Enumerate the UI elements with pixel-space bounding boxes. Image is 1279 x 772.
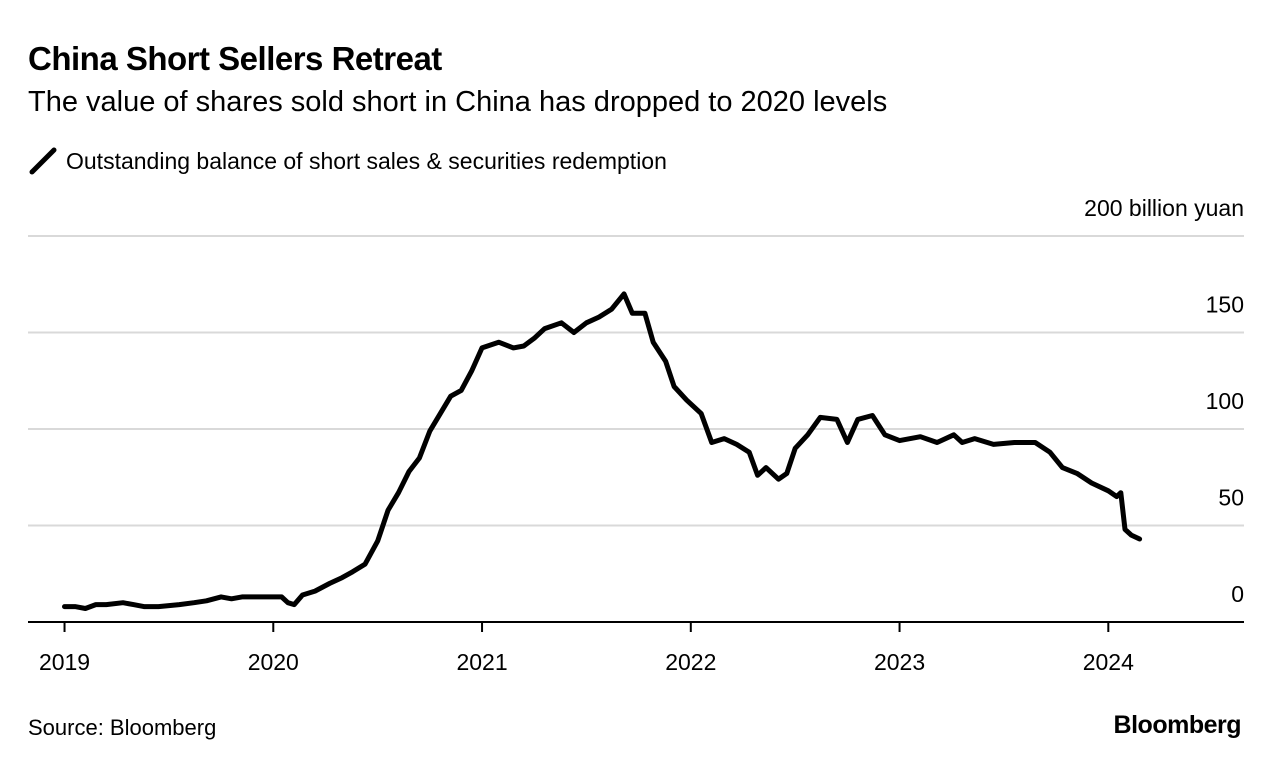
- source-note: Source: Bloomberg: [28, 715, 217, 740]
- legend-line-icon: [29, 147, 57, 175]
- chart-subtitle: The value of shares sold short in China …: [28, 86, 888, 118]
- bloomberg-logo: Bloomberg: [1113, 711, 1242, 739]
- x-tick-label-2021: 2021: [456, 649, 507, 675]
- y-tick-label-150: 150: [1206, 292, 1244, 318]
- x-tick-label-2024: 2024: [1083, 649, 1134, 675]
- y-tick-label-200: 200 billion yuan: [1084, 195, 1244, 221]
- legend: Outstanding balance of short sales & sec…: [28, 146, 667, 176]
- legend-label: Outstanding balance of short sales & sec…: [66, 147, 667, 174]
- y-tick-label-50: 50: [1218, 485, 1244, 511]
- series-line-0: [62, 291, 1143, 611]
- y-tick-label-100: 100: [1206, 388, 1244, 414]
- x-tick-label-2023: 2023: [874, 649, 925, 675]
- x-tick-label-2020: 2020: [248, 649, 299, 675]
- x-tick-label-2022: 2022: [665, 649, 716, 675]
- y-tick-label-0: 0: [1231, 581, 1244, 607]
- chart-title: China Short Sellers Retreat: [28, 40, 442, 77]
- x-tick-label-2019: 2019: [39, 649, 90, 675]
